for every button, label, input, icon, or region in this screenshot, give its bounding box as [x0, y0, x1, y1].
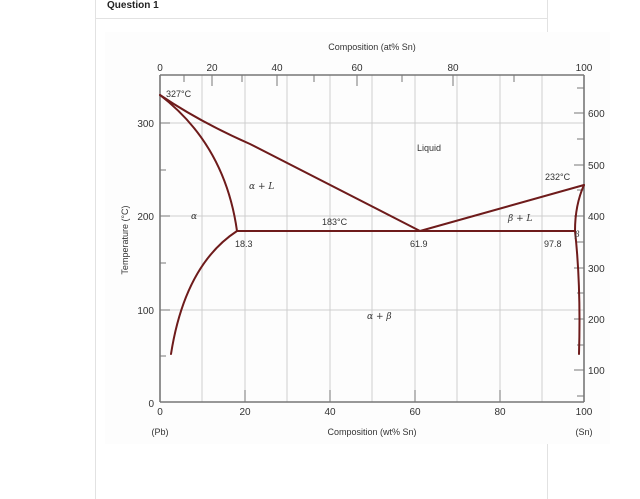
pb-label: (Pb) — [151, 427, 168, 437]
pb-melting-label: 327°C — [166, 89, 192, 99]
y-tick-100: 100 — [137, 306, 154, 317]
top-ticks — [183, 75, 515, 86]
phase-diagram-figure: Composition (at% Sn) 0 20 40 60 80 100 0… — [105, 32, 610, 444]
x-axis-title: Composition (wt% Sn) — [327, 427, 416, 437]
alpha-max-label: 18.3 — [235, 239, 253, 249]
top-tick-80: 80 — [447, 63, 459, 74]
x-tick-0: 0 — [157, 407, 163, 418]
y-tick-300: 300 — [137, 119, 154, 130]
axes-frame — [159, 74, 585, 403]
region-beta: β — [574, 230, 580, 239]
yr-tick-400: 400 — [588, 212, 605, 223]
sn-label: (Sn) — [575, 427, 592, 437]
yr-tick-600: 600 — [588, 109, 605, 120]
y-tick-200: 200 — [137, 212, 154, 223]
top-tick-100: 100 — [576, 63, 593, 74]
x-tick-80: 80 — [494, 407, 506, 418]
phase-diagram-svg: Composition (at% Sn) 0 20 40 60 80 100 0… — [120, 42, 605, 437]
grid-horizontal — [160, 122, 584, 311]
question-title: Question 1 — [107, 0, 159, 11]
top-tick-20: 20 — [206, 63, 218, 74]
phase-boundaries — [159, 94, 585, 355]
region-alpha: α — [191, 212, 197, 222]
x-tick-100: 100 — [576, 407, 593, 418]
x-tick-20: 20 — [239, 407, 251, 418]
bottom-ticks — [244, 390, 501, 402]
yr-tick-500: 500 — [588, 161, 605, 172]
yr-tick-300: 300 — [588, 264, 605, 275]
region-liquid: Liquid — [417, 143, 441, 153]
region-alpha-beta: α + β — [367, 312, 392, 322]
solidus-alpha-curve — [159, 94, 238, 232]
left-ticks — [160, 122, 170, 357]
liquidus-left-curve — [159, 94, 421, 232]
liquidus-right-curve — [419, 184, 585, 232]
question-header: Question 1 — [95, 0, 548, 19]
yr-tick-100: 100 — [588, 366, 605, 377]
x-tick-40: 40 — [324, 407, 336, 418]
y-axis-title: Temperature (°C) — [120, 205, 130, 274]
grid-vertical — [201, 75, 543, 402]
y-tick-0: 0 — [148, 399, 154, 410]
yr-tick-200: 200 — [588, 315, 605, 326]
solidus-beta-curve — [574, 184, 585, 232]
eutectic-comp-label: 61.9 — [410, 239, 428, 249]
region-alpha-liquid: α + L — [249, 182, 274, 192]
beta-max-label: 97.8 — [544, 239, 562, 249]
top-axis-title: Composition (at% Sn) — [328, 42, 416, 52]
top-tick-40: 40 — [271, 63, 283, 74]
eutectic-temp-label: 183°C — [322, 217, 348, 227]
x-tick-60: 60 — [409, 407, 421, 418]
top-tick-0: 0 — [157, 63, 163, 74]
region-beta-liquid: β + L — [507, 214, 532, 224]
solvus-beta-curve — [574, 230, 581, 355]
solvus-alpha-curve — [170, 230, 238, 355]
sn-melting-label: 232°C — [545, 172, 571, 182]
top-tick-60: 60 — [351, 63, 363, 74]
